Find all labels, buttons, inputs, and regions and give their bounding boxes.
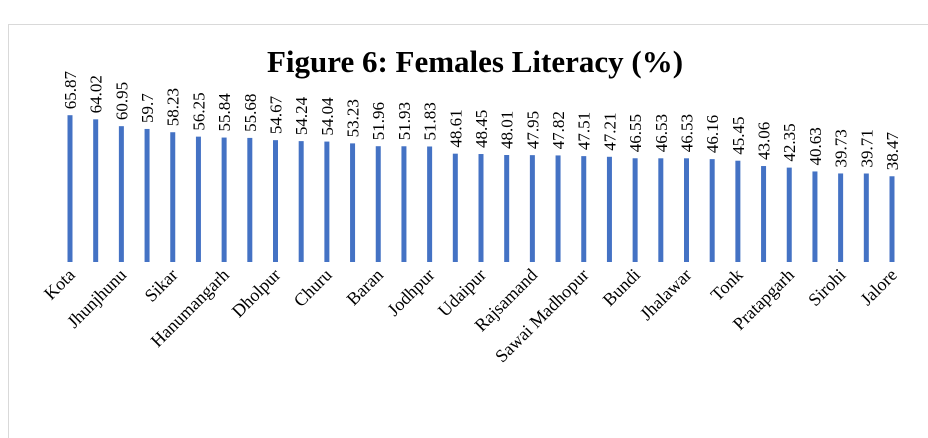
bar (529, 155, 535, 262)
bar (324, 141, 330, 262)
data-label: 56.25 (189, 92, 208, 130)
bar (195, 136, 201, 262)
bar (247, 137, 253, 262)
data-label: 39.73 (832, 129, 851, 167)
data-label: 51.93 (395, 102, 414, 140)
x-tick-label: Tonk (707, 265, 747, 305)
chart-frame (8, 24, 928, 438)
bar (273, 140, 278, 262)
bar (735, 160, 741, 262)
bar (606, 156, 612, 262)
bar (684, 158, 689, 262)
bar (144, 128, 150, 262)
bar (889, 176, 895, 262)
bar (838, 173, 844, 262)
bar (504, 155, 510, 262)
data-label: 38.47 (883, 132, 902, 171)
x-tick-label: Bundi (599, 265, 644, 310)
bar (221, 137, 227, 262)
data-label: 48.01 (498, 111, 517, 149)
bar (632, 158, 638, 262)
bar (350, 143, 356, 262)
bar (863, 173, 869, 262)
data-label: 48.61 (446, 109, 465, 147)
data-label: 55.84 (215, 93, 234, 132)
data-label: 58.23 (164, 88, 183, 126)
bar (581, 156, 587, 262)
data-label: 43.06 (755, 122, 774, 160)
data-label: 40.63 (806, 127, 825, 165)
data-label: 59.7 (138, 93, 157, 123)
data-label: 54.24 (292, 96, 311, 135)
data-label: 47.82 (549, 111, 568, 149)
data-label: 60.95 (112, 82, 131, 120)
bar (93, 119, 99, 262)
bar (375, 146, 381, 262)
bar (658, 158, 664, 262)
chart-title: Figure 6: Females Literacy (%) (267, 44, 683, 79)
bar (709, 159, 715, 262)
data-label: 65.87 (61, 70, 80, 109)
x-tick-label: Churu (290, 265, 336, 311)
bar (812, 171, 818, 262)
data-label: 46.53 (652, 114, 671, 152)
x-tick-label: Jalore (856, 265, 901, 310)
data-label: 46.55 (626, 114, 645, 152)
data-label: 51.83 (421, 102, 440, 140)
data-label: 54.04 (318, 97, 337, 136)
data-label: 51.96 (369, 102, 388, 140)
bar (427, 146, 433, 262)
data-label: 64.02 (87, 75, 106, 113)
data-label: 46.16 (703, 115, 722, 153)
data-label: 55.68 (241, 94, 260, 132)
data-label: 45.45 (729, 116, 748, 154)
data-label: 39.71 (857, 129, 876, 167)
bar (478, 154, 484, 262)
bar (761, 166, 767, 262)
x-tick-label: Kota (40, 265, 79, 304)
x-tick-label: Baran (343, 265, 388, 310)
bar (401, 146, 407, 262)
bar (555, 155, 561, 262)
data-label: 42.35 (780, 123, 799, 161)
x-tick-label: Sirohi (804, 265, 849, 310)
data-label: 53.23 (344, 99, 363, 137)
data-label: 47.21 (600, 113, 619, 151)
x-tick-label: Jodhpur (383, 265, 438, 320)
x-tick-label: Dholpur (228, 265, 285, 322)
data-label: 54.67 (267, 95, 286, 134)
data-label: 47.51 (575, 112, 594, 150)
bar (786, 167, 792, 262)
bar (170, 132, 176, 262)
data-label: 48.45 (472, 110, 491, 148)
bar (118, 126, 124, 262)
bar (298, 141, 304, 262)
bar (67, 115, 73, 262)
x-tick-label: Sawai Madhopur (491, 265, 592, 366)
x-tick-label: Jhalawar (636, 265, 695, 324)
data-label: 46.53 (678, 114, 697, 152)
x-tick-label: Sikar (141, 265, 182, 306)
data-label: 47.95 (523, 111, 542, 149)
bar (452, 153, 458, 262)
